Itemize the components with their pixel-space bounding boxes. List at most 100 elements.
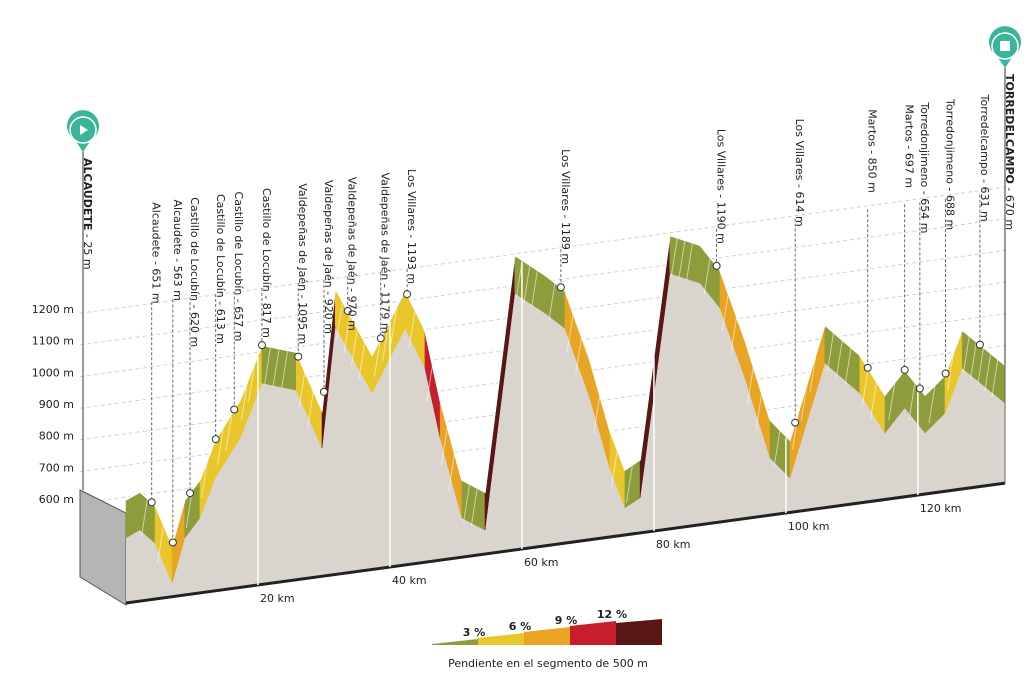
marker-label: Castillo de Locubín - 817 m: [260, 188, 273, 338]
stripe: [593, 395, 601, 434]
stripe: [157, 524, 165, 564]
stripe: [470, 487, 478, 527]
stripe: [440, 426, 448, 465]
stripe: [575, 336, 583, 375]
legend-label: 12 %: [597, 608, 627, 621]
legend-label: 3 %: [463, 626, 486, 639]
stripe: [746, 366, 754, 405]
stripe: [548, 282, 556, 321]
stripe: [844, 347, 852, 386]
x-tick-label: 60 km: [524, 556, 559, 569]
stripe: [264, 346, 272, 385]
y-tick-label: 1100 m: [32, 335, 74, 348]
stripe: [350, 328, 358, 367]
stripe: [610, 449, 618, 489]
stripe: [240, 381, 248, 420]
marker-point: [211, 435, 220, 444]
y-tick-label: 700 m: [39, 461, 74, 474]
marker-label: Castillo de Locubín - 657 m: [232, 192, 245, 342]
stripe: [800, 382, 808, 421]
stripe: [773, 429, 781, 469]
stripe: [373, 338, 381, 377]
x-tick-label: 120 km: [920, 502, 962, 515]
marker-point: [900, 365, 909, 374]
stripe: [870, 381, 878, 420]
grid-line: [79, 250, 1006, 378]
slab-side: [79, 489, 127, 606]
y-tick-label: 900 m: [39, 398, 74, 411]
play-icon: [80, 125, 88, 135]
stripe: [625, 464, 633, 503]
stripe: [272, 348, 280, 387]
stripe: [962, 335, 970, 374]
marker-point: [168, 538, 177, 547]
finish-detail: - 670 m: [1003, 187, 1016, 230]
stripe: [984, 353, 992, 392]
base-edge: [125, 481, 1006, 605]
marker-label: Alcaudete - 651 m: [150, 202, 163, 303]
marker-point: [712, 261, 721, 270]
marker-label: Torredelcampo - 631 m: [978, 94, 991, 222]
marker-point: [257, 341, 266, 350]
stripe: [792, 411, 800, 450]
marker-label: Los Villares - 614 m: [793, 119, 806, 227]
stripe: [336, 301, 344, 340]
x-tick-label: 40 km: [392, 574, 427, 587]
legend-swatch: [478, 633, 524, 645]
marker-point: [230, 405, 239, 414]
legend-label: 9 %: [555, 614, 578, 627]
x-tick-label: 100 km: [788, 520, 830, 533]
stripe: [201, 459, 208, 499]
legend-swatch: [524, 627, 570, 645]
legend-swatch: [570, 621, 616, 645]
stop-icon: [1000, 41, 1010, 51]
stripe: [755, 393, 763, 432]
stripe: [809, 353, 817, 392]
stripe: [463, 483, 471, 523]
stripe: [686, 242, 694, 281]
marker-point: [941, 369, 950, 378]
start-label: ALCAUDETE - 25 m: [81, 158, 94, 270]
marker-label: Valdepeñas de Jaén - 970 m: [346, 177, 359, 331]
stripe: [928, 384, 936, 424]
marker-label: Alcaudete - 563 m: [171, 200, 184, 301]
finish-name: TORREDELCAMPO: [1003, 74, 1016, 184]
y-tick-label: 800 m: [39, 430, 74, 443]
marker-label: Los Villares - 1193 m: [405, 169, 418, 284]
profile-line: [125, 234, 1006, 548]
stripe: [703, 257, 711, 296]
marker-point: [376, 334, 385, 343]
marker-label: Valdepeñas de Jaén - 1095 m: [296, 183, 309, 344]
stripe: [670, 237, 678, 276]
stripe: [343, 314, 351, 354]
legend-label: 6 %: [509, 620, 532, 633]
marker-point: [343, 306, 352, 315]
marker-label: Valdepeñas de Jaén - 1179 m: [379, 173, 392, 334]
x-tick-label: 20 km: [260, 592, 295, 605]
marker-point: [556, 283, 565, 292]
stripe: [216, 426, 224, 465]
start-name: ALCAUDETE: [81, 158, 94, 230]
marker-point: [863, 363, 872, 372]
marker-point: [319, 387, 328, 396]
stripe: [281, 350, 289, 389]
legend-title: Pendiente en el segmento de 500 m: [448, 657, 648, 670]
start-detail: - 25 m: [81, 234, 94, 270]
stripe: [908, 382, 916, 421]
stripe: [835, 340, 843, 379]
marker-point: [975, 340, 984, 349]
stripe: [248, 363, 256, 402]
stripe: [721, 293, 729, 332]
stripe: [977, 347, 985, 386]
marker-label: Los Villares - 1190 m: [715, 129, 728, 244]
marker-label: Castillo de Locubín - 613 m: [214, 194, 227, 344]
stripe: [861, 368, 869, 407]
marker-label: Martos - 850 m: [866, 109, 879, 193]
marker-label: Martos - 697 m: [903, 104, 916, 188]
stripe: [382, 322, 390, 361]
stripe: [390, 306, 398, 345]
marker-point: [791, 418, 800, 427]
marker-point: [294, 352, 303, 361]
stripe: [678, 240, 686, 279]
